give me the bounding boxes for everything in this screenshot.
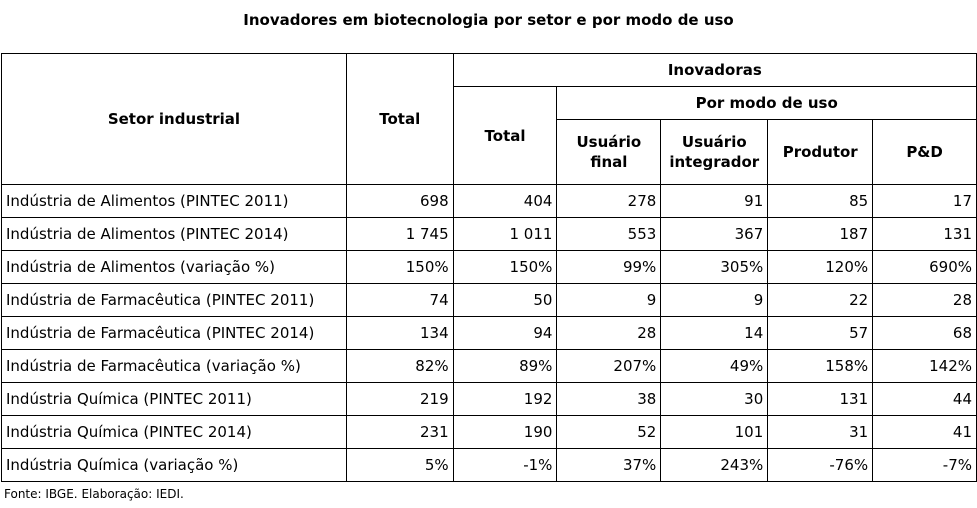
value-cell: 91 [660, 184, 769, 218]
value-cell: 207% [556, 349, 662, 383]
table-row: Indústria de Alimentos (PINTEC 2014) 1 74… [1, 217, 977, 251]
value-cell: 5% [345, 448, 454, 482]
value-cell: 68 [872, 316, 977, 350]
header-innovators-total: Total [452, 86, 558, 185]
value-cell: 1 011 [452, 217, 558, 251]
value-cell: 52 [556, 415, 662, 449]
header-integrator-user: Usuário integrador [660, 119, 769, 185]
value-cell: 28 [872, 283, 977, 317]
table-row: Indústria Química (variação %) 5% -1% 37% 24… [1, 448, 977, 482]
value-cell: 14 [660, 316, 769, 350]
value-cell: 85 [767, 184, 874, 218]
value-cell: 150% [345, 250, 454, 284]
row-label-cell: Indústria Química (PINTEC 2014) [1, 415, 347, 449]
row-label-cell: Indústria de Alimentos (PINTEC 2014) [1, 217, 347, 251]
table-row: Indústria de Alimentos (PINTEC 2011) 698 4… [1, 184, 977, 218]
value-cell: 89% [452, 349, 558, 383]
value-cell: 1 745 [345, 217, 454, 251]
value-cell: 131 [872, 217, 977, 251]
table-title: Inovadores em biotecnologia por setor e … [243, 11, 734, 29]
value-cell: 278 [556, 184, 662, 218]
value-cell: 120% [767, 250, 874, 284]
value-cell: 99% [556, 250, 662, 284]
value-cell: 82% [345, 349, 454, 383]
value-cell: 44 [872, 382, 977, 416]
value-cell: -76% [767, 448, 874, 482]
value-cell: 22 [767, 283, 874, 317]
value-cell: 187 [767, 217, 874, 251]
value-cell: 142% [872, 349, 977, 383]
header-rnd: P&D [872, 119, 977, 185]
value-cell: 190 [452, 415, 558, 449]
value-cell: 101 [660, 415, 769, 449]
row-label-cell: Indústria de Farmacêutica (PINTEC 2011) [1, 283, 347, 317]
value-cell: 30 [660, 382, 769, 416]
value-cell: 28 [556, 316, 662, 350]
value-cell: 31 [767, 415, 874, 449]
value-cell: 690% [872, 250, 977, 284]
source-note: Fonte: IBGE. Elaboração: IEDI. [4, 487, 184, 501]
header-sector: Setor industrial [1, 53, 347, 185]
row-label-cell: Indústria de Farmacêutica (variação %) [1, 349, 347, 383]
row-label-cell: Indústria de Farmacêutica (PINTEC 2014) [1, 316, 347, 350]
table-row: Indústria Química (PINTEC 2014) 231 190 52 1… [1, 415, 977, 449]
value-cell: 131 [767, 382, 874, 416]
value-cell: 38 [556, 382, 662, 416]
value-cell: 9 [556, 283, 662, 317]
table-row: Indústria de Farmacêutica (PINTEC 2011) 7… [1, 283, 977, 317]
header-innovators-group: Inovadoras [452, 53, 977, 87]
value-cell: 150% [452, 250, 558, 284]
header-total: Total [345, 53, 454, 185]
table-row: Indústria de Farmacêutica (PINTEC 2014) 1… [1, 316, 977, 350]
value-cell: 404 [452, 184, 558, 218]
value-cell: 698 [345, 184, 454, 218]
table-row: Indústria de Alimentos (variação %) 150% 1… [1, 250, 977, 284]
value-cell: 9 [660, 283, 769, 317]
row-label-cell: Indústria Química (PINTEC 2011) [1, 382, 347, 416]
value-cell: 37% [556, 448, 662, 482]
value-cell: 367 [660, 217, 769, 251]
value-cell: 74 [345, 283, 454, 317]
value-cell: 192 [452, 382, 558, 416]
table-row: Indústria de Farmacêutica (variação %) 82… [1, 349, 977, 383]
header-producer: Produtor [767, 119, 874, 185]
table-body: Indústria de Alimentos (PINTEC 2011) 698 4… [1, 184, 977, 482]
value-cell: 553 [556, 217, 662, 251]
value-cell: 158% [767, 349, 874, 383]
value-cell: -7% [872, 448, 977, 482]
value-cell: 219 [345, 382, 454, 416]
table-row: Indústria Química (PINTEC 2011) 219 192 38 3… [1, 382, 977, 416]
row-label-cell: Indústria Química (variação %) [1, 448, 347, 482]
value-cell: 94 [452, 316, 558, 350]
value-cell: 231 [345, 415, 454, 449]
value-cell: 41 [872, 415, 977, 449]
row-label-cell: Indústria de Alimentos (PINTEC 2011) [1, 184, 347, 218]
value-cell: 17 [872, 184, 977, 218]
header-end-user: Usuário final [556, 119, 662, 185]
biotech-innovators-table: Setor industrial Total Inovadoras Total … [1, 53, 977, 482]
value-cell: 134 [345, 316, 454, 350]
value-cell: 57 [767, 316, 874, 350]
value-cell: 50 [452, 283, 558, 317]
row-label-cell: Indústria de Alimentos (variação %) [1, 250, 347, 284]
value-cell: 305% [660, 250, 769, 284]
value-cell: 49% [660, 349, 769, 383]
header-by-use-mode: Por modo de uso [556, 86, 977, 120]
value-cell: 243% [660, 448, 769, 482]
value-cell: -1% [452, 448, 558, 482]
